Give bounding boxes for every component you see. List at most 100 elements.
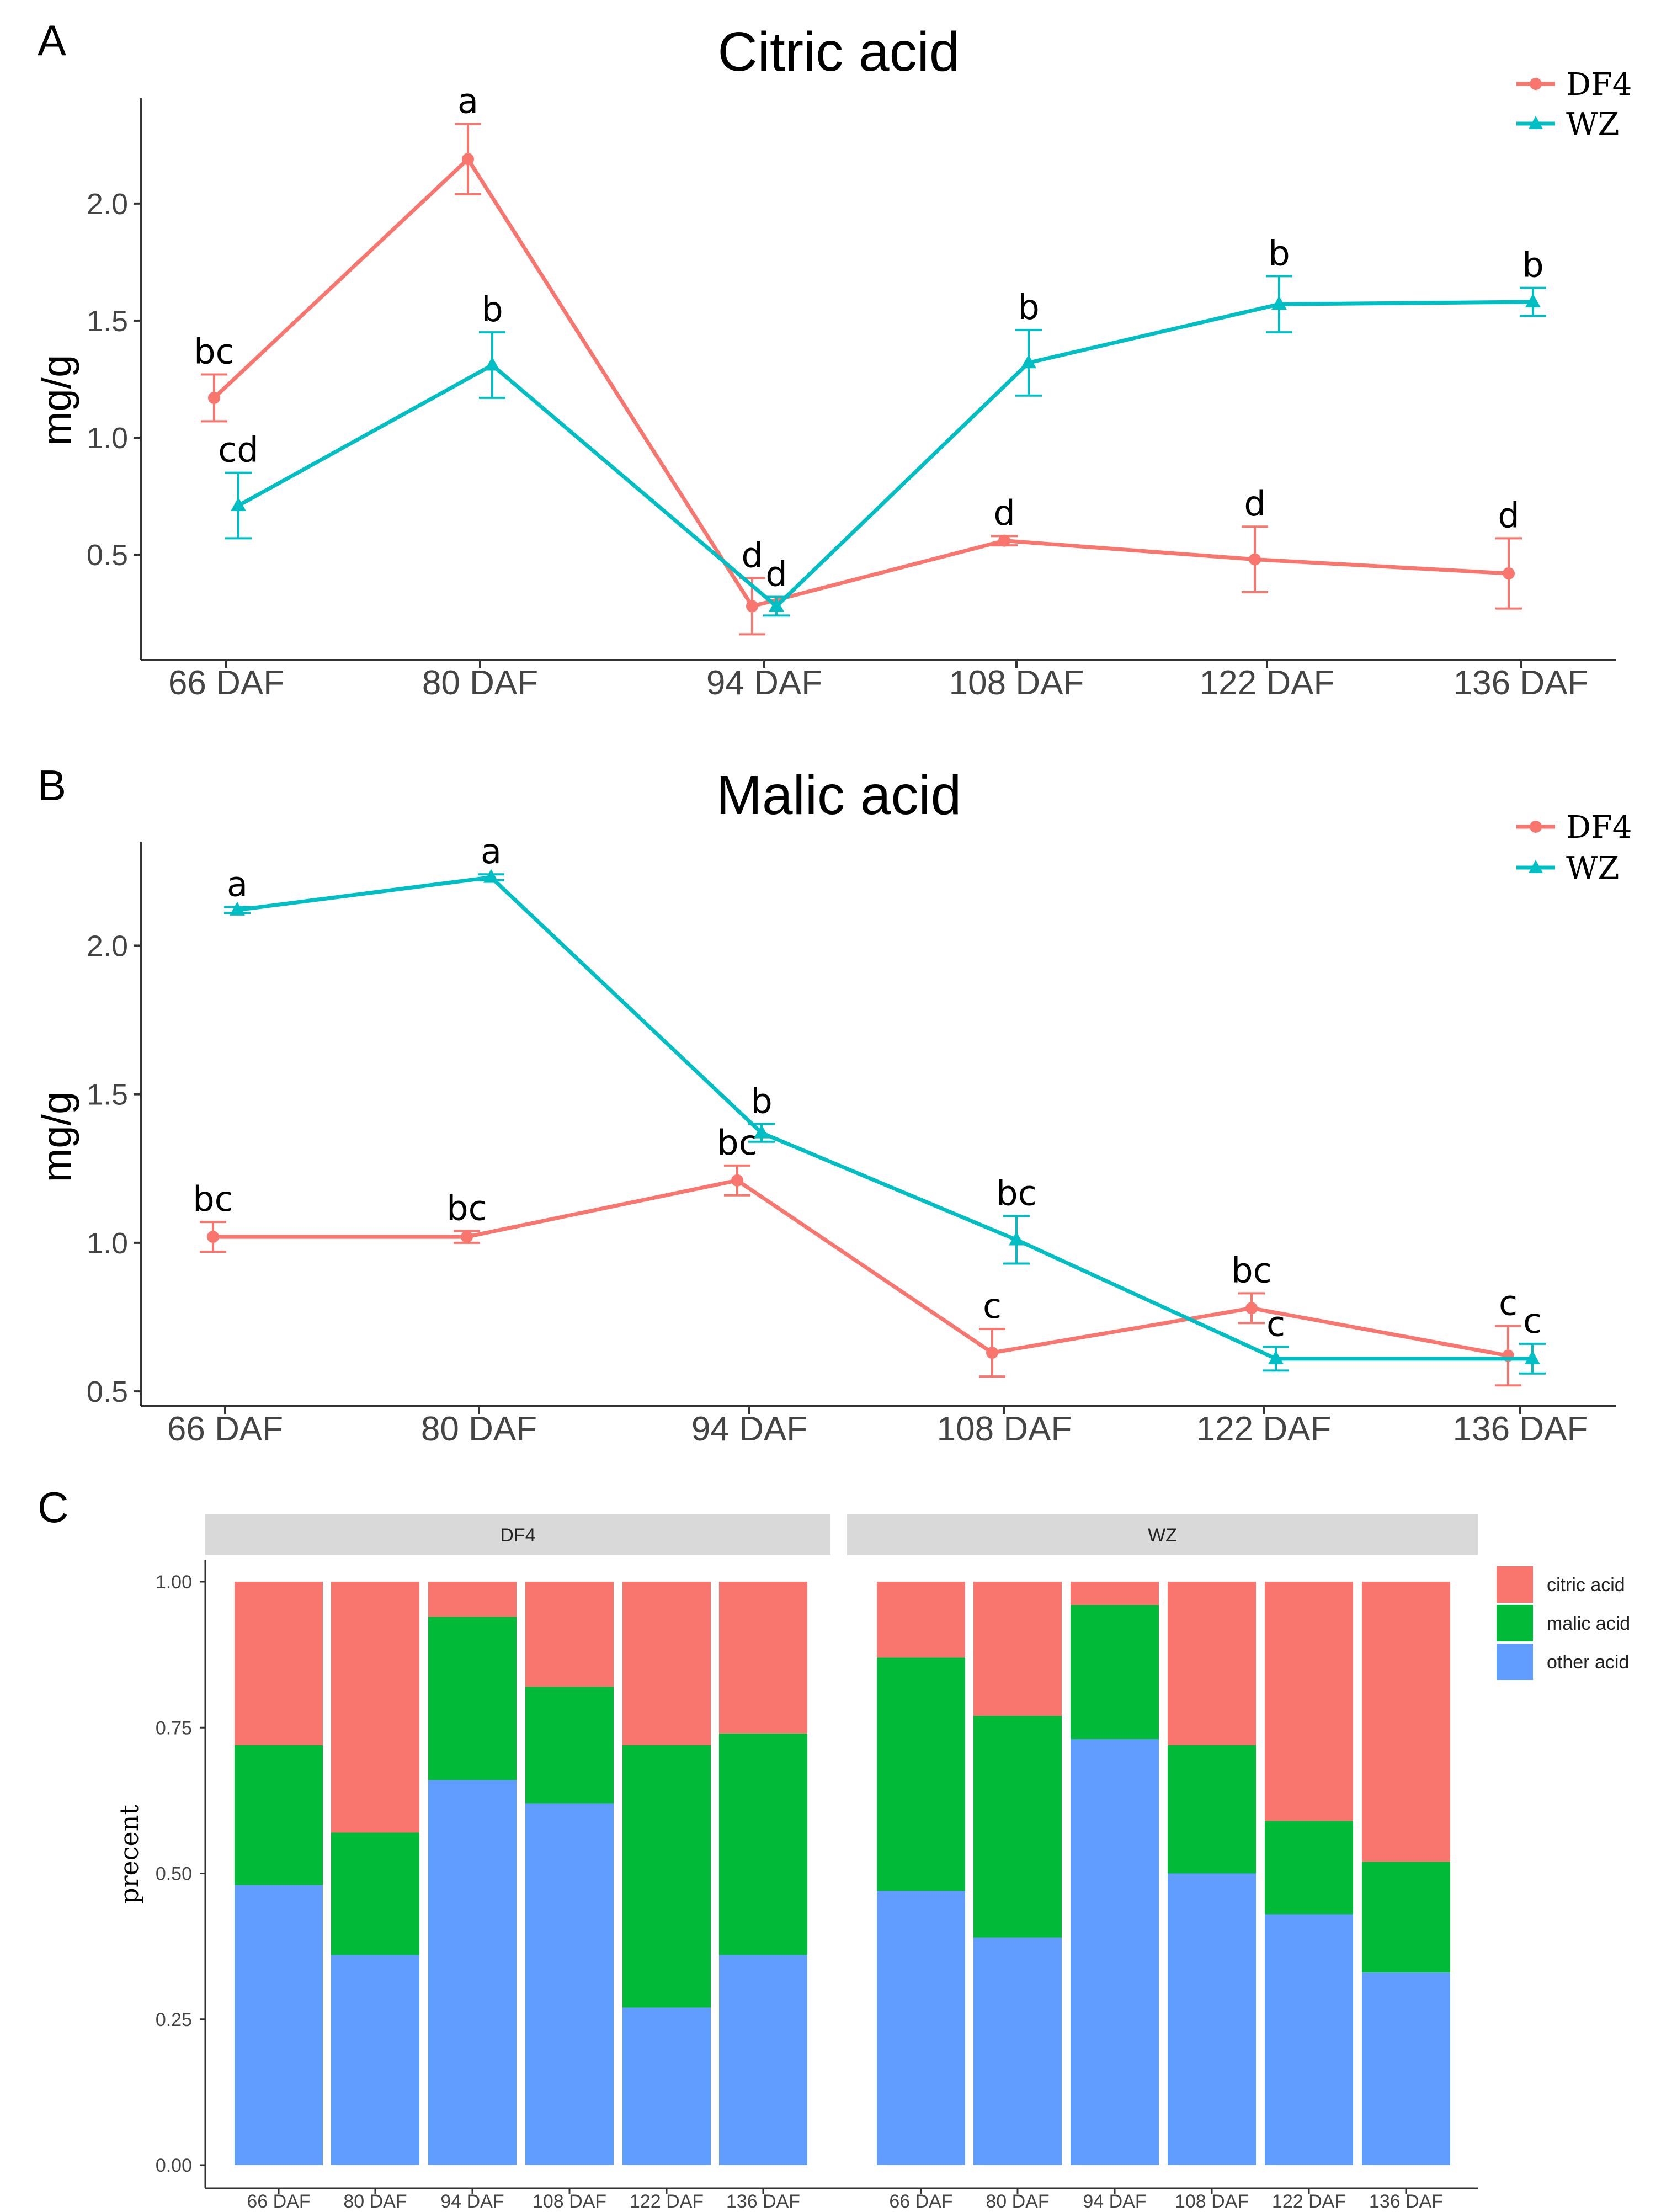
bar-wz-108-daf-citric-acid [1168, 1582, 1256, 1745]
panel-b-x-tick-label-108-daf: 108 DAF [937, 1410, 1072, 1448]
panel-b-df4-line [213, 1178, 1509, 1358]
legend-malic-acid-swatch [1497, 1605, 1533, 1641]
panel-b-df4-significance-letter: bc [193, 1179, 233, 1219]
bar-df4-122-daf-other-acid [622, 2007, 711, 2165]
panel-a-df4-point [462, 153, 474, 166]
panel-a-x-tick-label-108-daf: 108 DAF [949, 664, 1084, 702]
panel-a-wz-point [231, 497, 246, 512]
panel-c-y-tick-label: 0.50 [156, 1864, 192, 1885]
panel-a-y-axis-label: mg/g [34, 355, 79, 446]
panel-b-df4-point [461, 1231, 473, 1243]
bar-df4-80-daf-other-acid [331, 1955, 419, 2165]
panel-a-df4-significance-letter: d [741, 535, 763, 576]
bar-df4-80-daf-citric-acid [331, 1582, 419, 1833]
panel-b-wz-significance-letter: c [1266, 1304, 1285, 1344]
panel-a-wz-point [1021, 354, 1036, 369]
panel-b-legend: DF4 WZ [1516, 810, 1632, 886]
bar-wz-136-daf-other-acid [1362, 1972, 1450, 2165]
bar-df4-122-daf-malic-acid [622, 1745, 711, 2008]
panel-b-wz-point [483, 869, 499, 883]
bar-df4-108-daf-citric-acid [525, 1582, 614, 1687]
panel-c-x-tick-label-df4-108-daf: 108 DAF [533, 2191, 606, 2212]
legend-item-df4: DF4 [1516, 67, 1632, 103]
facet-strip-label-wz: WZ [1148, 1525, 1177, 1546]
panel-b-df4-significance-letter: c [1499, 1283, 1518, 1323]
bar-wz-66-daf-malic-acid [877, 1657, 965, 1891]
legend-df4-label: DF4 [1566, 810, 1632, 846]
bar-df4-94-daf-malic-acid [428, 1617, 517, 1780]
panel-b-y-tick-label: 0.5 [87, 1375, 128, 1408]
panel-b-malic-acid-chart: B Malic acid mg/g 0.5 1.0 1.5 2.0 66 DAF 80 … [34, 761, 1632, 1448]
panel-c-y-tick-label: 1.00 [156, 1572, 192, 1593]
bar-wz-136-daf-citric-acid [1362, 1582, 1450, 1862]
panel-c-x-tick-label-df4-122-daf: 122 DAF [630, 2191, 704, 2212]
panel-c-x-tick-label-df4-66-daf: 66 DAF [247, 2191, 310, 2212]
panel-a-wz-point [1525, 294, 1541, 308]
legend-item-other-acid: other acid [1497, 1644, 1629, 1680]
panel-a-wz-significance-letter: b [1268, 233, 1290, 273]
legend-item-wz: WZ [1516, 850, 1619, 886]
panel-a-x-tick-label-136-daf: 136 DAF [1454, 664, 1589, 702]
bar-wz-66-daf-other-acid [877, 1891, 965, 2165]
legend-citric-acid-label: citric acid [1547, 1575, 1625, 1596]
bar-df4-122-daf-citric-acid [622, 1582, 711, 1745]
panel-a-df4-point [208, 391, 220, 404]
panel-b-wz-line [237, 875, 1532, 1361]
panel-a-x-ticks: 66 DAF 80 DAF 94 DAF 108 DAF 122 DAF 136 DAF [168, 660, 1588, 702]
bar-wz-108-daf-other-acid [1168, 1873, 1256, 2165]
panel-a-df4-point [746, 600, 758, 613]
bar-wz-80-daf-other-acid [973, 1937, 1062, 2165]
panel-b-wz-point [1525, 1350, 1540, 1364]
legend-df4-marker [1530, 821, 1542, 833]
panel-c-x-tick-label-df4-136-daf: 136 DAF [726, 2191, 800, 2212]
panel-c-facet-df4: DF4 66 DAF 80 DAF 94 DAF 108 DAF 122 DAF 136 D… [205, 1514, 830, 2212]
panel-a-citric-acid-chart: A Citric acid mg/g 0.5 1.0 1.5 2.0 66 DAF 80… [34, 16, 1632, 702]
panel-b-y-axis-label: mg/g [34, 1092, 79, 1183]
panel-b-df4-point [207, 1231, 219, 1243]
panel-a-x-tick-label-66-daf: 66 DAF [168, 664, 284, 702]
legend-item-wz: WZ [1516, 107, 1619, 142]
panel-a-df4-significance-letter: d [1498, 495, 1519, 535]
panel-c-y-tick-label: 0.25 [156, 2009, 192, 2030]
panel-b-title: Malic acid [716, 764, 962, 826]
panel-a-df4-point [998, 534, 1010, 547]
panel-b-wz-significance-letter: a [481, 831, 502, 871]
legend-item-malic-acid: malic acid [1497, 1605, 1630, 1641]
panel-a-letter: A [38, 16, 66, 65]
panel-b-x-tick-label-66-daf: 66 DAF [167, 1410, 283, 1448]
panel-a-title: Citric acid [718, 21, 960, 83]
bar-wz-94-daf-citric-acid [1071, 1582, 1159, 1605]
panel-b-y-tick-label: 2.0 [87, 929, 128, 963]
bar-wz-122-daf-malic-acid [1265, 1821, 1353, 1915]
panel-b-x-tick-label-80-daf: 80 DAF [421, 1410, 537, 1448]
panel-c-x-tick-label-wz-80-daf: 80 DAF [986, 2191, 1049, 2212]
panel-c-x-tick-label-df4-80-daf: 80 DAF [343, 2191, 407, 2212]
panel-c-y-ticks: 0.00 0.25 0.50 0.75 1.00 [156, 1572, 205, 2176]
panel-c-x-tick-label-wz-66-daf: 66 DAF [889, 2191, 952, 2212]
panel-a-y-tick-label: 1.0 [87, 422, 128, 455]
panel-b-df4-significance-letter: c [983, 1286, 1002, 1326]
panel-b-letter: B [38, 761, 66, 810]
bar-wz-136-daf-malic-acid [1362, 1862, 1450, 1973]
facet-strip-wz [847, 1514, 1478, 1555]
panel-a-wz-significance-letter: b [1522, 245, 1543, 285]
bar-wz-66-daf-citric-acid [877, 1582, 965, 1658]
panel-a-df4-point [1249, 553, 1261, 566]
bar-df4-66-daf-other-acid [235, 1885, 323, 2165]
panel-a-wz-point [769, 598, 784, 612]
panel-b-wz-significance-letter: c [1523, 1301, 1542, 1341]
bar-df4-136-daf-citric-acid [719, 1582, 807, 1734]
bar-df4-66-daf-malic-acid [235, 1745, 323, 1885]
bar-wz-108-daf-malic-acid [1168, 1745, 1256, 1874]
panel-a-wz-point [1271, 296, 1287, 310]
legend-wz-marker [1529, 116, 1543, 129]
panel-b-df4-point [731, 1174, 743, 1187]
panel-b-x-tick-label-94-daf: 94 DAF [691, 1410, 807, 1448]
bar-df4-108-daf-malic-acid [525, 1687, 614, 1804]
panel-c-x-tick-label-wz-94-daf: 94 DAF [1083, 2191, 1146, 2212]
panel-c-y-tick-label: 0.00 [156, 2155, 192, 2176]
panel-b-wz-point [754, 1124, 769, 1139]
panel-c-y-axis-label: precent [114, 1805, 144, 1904]
bar-wz-80-daf-citric-acid [973, 1582, 1062, 1716]
